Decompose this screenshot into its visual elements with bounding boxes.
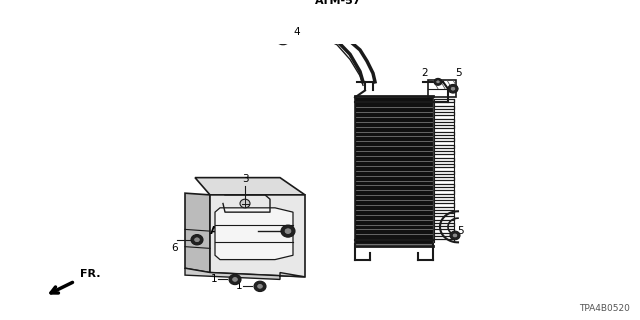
Bar — [355, 97, 433, 244]
Text: 3: 3 — [242, 174, 248, 184]
Circle shape — [232, 276, 238, 282]
Circle shape — [276, 33, 290, 45]
Circle shape — [434, 78, 442, 85]
Circle shape — [436, 80, 440, 84]
Text: 1: 1 — [236, 281, 242, 291]
Bar — [428, 80, 456, 97]
Circle shape — [451, 86, 456, 91]
Circle shape — [450, 231, 460, 240]
Text: 6: 6 — [172, 244, 179, 253]
Text: ATM-57: ATM-57 — [315, 0, 362, 6]
Circle shape — [254, 281, 266, 292]
Text: 1: 1 — [211, 275, 217, 284]
Polygon shape — [215, 208, 293, 260]
Text: 2: 2 — [422, 68, 428, 78]
Text: 4: 4 — [293, 27, 300, 37]
Text: 4: 4 — [285, 212, 291, 222]
Text: FR.: FR. — [80, 268, 100, 279]
Circle shape — [240, 199, 250, 208]
Circle shape — [191, 235, 203, 245]
Polygon shape — [195, 178, 305, 195]
Circle shape — [448, 84, 458, 93]
Circle shape — [279, 36, 287, 42]
Circle shape — [194, 237, 200, 243]
Circle shape — [452, 233, 458, 238]
Text: TPA4B0520: TPA4B0520 — [579, 304, 630, 313]
Circle shape — [284, 228, 292, 235]
Text: ATM-57: ATM-57 — [209, 226, 256, 236]
Polygon shape — [185, 268, 305, 279]
Circle shape — [281, 225, 295, 237]
Circle shape — [257, 284, 263, 289]
Polygon shape — [210, 195, 305, 277]
Text: 5: 5 — [458, 226, 464, 236]
Text: 5: 5 — [454, 68, 461, 78]
Polygon shape — [185, 193, 210, 273]
Circle shape — [229, 274, 241, 284]
